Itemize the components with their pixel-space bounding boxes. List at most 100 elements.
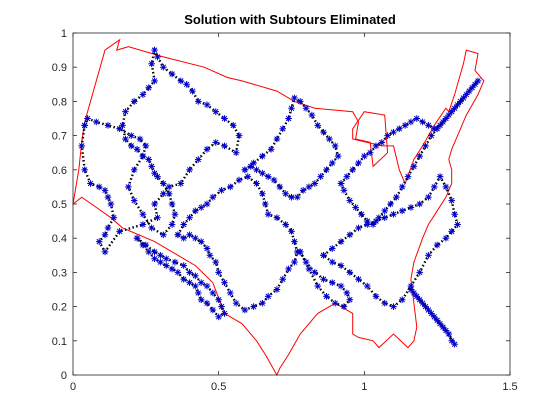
stop-marker (381, 299, 389, 307)
stop-marker (130, 98, 138, 105)
stop-marker-stroke (221, 310, 228, 317)
stop-marker-stroke (259, 300, 266, 306)
y-tick-label: 0.2 (52, 302, 67, 314)
stop-marker (317, 173, 324, 180)
stop-marker-stroke (131, 197, 137, 204)
stop-marker (305, 183, 313, 191)
stop-marker (320, 128, 327, 136)
stop-marker-stroke (169, 266, 175, 272)
stop-marker (227, 289, 234, 297)
stop-marker-stroke (160, 191, 167, 197)
stop-marker-stroke (411, 290, 417, 296)
stop-marker (352, 204, 359, 211)
stop-marker-stroke (408, 119, 414, 125)
stop-marker-stroke (425, 252, 432, 259)
stop-marker (250, 303, 257, 310)
stop-marker (416, 269, 423, 276)
stop-marker-stroke (265, 293, 271, 300)
stop-marker (384, 132, 391, 139)
stop-marker (439, 118, 447, 126)
stop-marker (328, 279, 336, 286)
stop-marker (127, 132, 135, 139)
stop-marker-stroke (262, 201, 269, 207)
stop-marker (361, 152, 368, 160)
stop-marker-stroke (355, 160, 362, 166)
stop-marker (104, 193, 112, 201)
stop-marker (410, 163, 418, 170)
stop-marker (192, 282, 199, 290)
stop-marker-stroke (347, 297, 353, 303)
stop-marker (168, 70, 176, 78)
stop-marker-stroke (408, 286, 414, 293)
stop-marker-stroke (451, 341, 458, 347)
stop-marker (328, 258, 336, 266)
stop-marker (308, 111, 316, 119)
stop-marker (302, 104, 310, 112)
stop-marker-stroke (338, 180, 344, 187)
stop-marker-stroke (105, 225, 111, 231)
stop-marker-stroke (192, 283, 199, 289)
stop-marker (323, 166, 330, 174)
stop-marker (433, 316, 441, 324)
stop-marker-stroke (443, 184, 449, 190)
stop-marker (422, 142, 429, 150)
y-tick-label: 0.9 (52, 62, 67, 74)
stop-marker-stroke (180, 276, 187, 282)
stop-marker (133, 145, 141, 153)
stop-marker-stroke (172, 259, 178, 265)
stop-marker (168, 265, 176, 273)
stop-marker (407, 204, 415, 211)
stop-marker (160, 63, 167, 71)
stop-marker-stroke (434, 126, 440, 132)
stop-marker-stroke (140, 91, 146, 98)
stop-marker (422, 303, 429, 310)
stop-marker-stroke (379, 139, 385, 146)
stop-marker (404, 173, 412, 180)
stop-marker (337, 238, 345, 245)
stop-marker-stroke (154, 54, 161, 60)
stop-marker-stroke (192, 235, 199, 241)
stop-marker (197, 204, 205, 211)
stop-marker-stroke (303, 259, 309, 265)
stop-marker-stroke (236, 132, 242, 139)
stop-marker (259, 169, 266, 177)
stop-marker (296, 248, 304, 256)
stop-marker (177, 77, 185, 85)
stop-marker (81, 166, 88, 174)
stop-marker-stroke (198, 204, 204, 211)
stop-marker-stroke (166, 184, 172, 190)
stop-marker (139, 91, 147, 98)
stop-marker (454, 221, 461, 228)
stop-marker (346, 231, 354, 239)
stop-marker (273, 135, 281, 143)
stop-marker-stroke (134, 146, 140, 153)
stop-marker-stroke (186, 269, 193, 276)
stop-marker (203, 200, 211, 208)
stop-marker (349, 166, 356, 174)
stop-marker-stroke (320, 129, 327, 135)
stop-marker (302, 258, 310, 266)
stop-marker (197, 238, 205, 245)
stop-marker (445, 111, 453, 119)
stop-marker-stroke (204, 245, 210, 252)
stop-marker-stroke (96, 238, 102, 245)
tour-line-1 (80, 46, 241, 255)
stop-marker (363, 282, 371, 290)
stop-marker (148, 224, 155, 232)
x-tick-label: 0 (70, 381, 76, 393)
stop-marker (439, 323, 447, 331)
stop-marker-stroke (79, 143, 85, 149)
stop-marker-stroke (274, 286, 280, 293)
stop-marker-stroke (411, 163, 417, 170)
stop-marker-stroke (195, 290, 202, 296)
stop-marker-stroke (175, 232, 181, 238)
stop-marker (433, 125, 441, 133)
stop-marker (267, 145, 275, 153)
stop-marker-stroke (186, 232, 193, 238)
stop-marker (110, 214, 118, 221)
stop-marker (451, 210, 458, 218)
stop-marker-stroke (148, 61, 155, 67)
stop-marker (340, 187, 348, 194)
stop-marker (273, 214, 281, 221)
stop-marker-stroke (253, 180, 260, 187)
